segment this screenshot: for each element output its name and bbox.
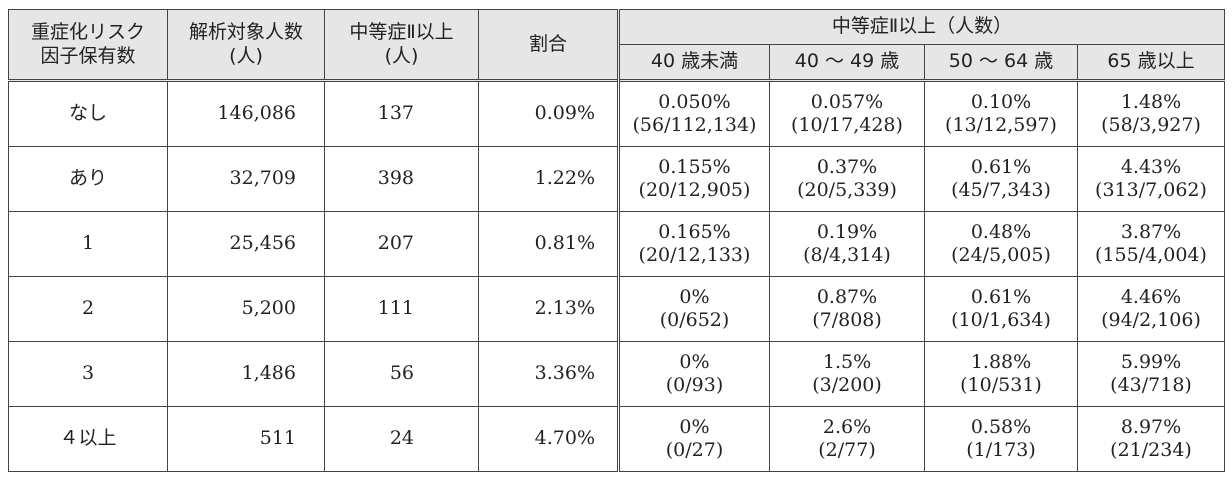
risk-count-cell: 2 (8, 276, 168, 342)
age-cell: 4.46% (94/2,106) (1077, 276, 1225, 342)
age-cell: 0.057% (10/17,428) (769, 79, 925, 147)
age-cell: 4.43% (313/7,062) (1077, 146, 1225, 212)
subjects-cell: 1,486 (167, 341, 325, 407)
age-cell: 5.99% (43/718) (1077, 341, 1225, 407)
header-age-40-49: 40 ～ 49 歳 (769, 44, 925, 81)
table-row: 1 25,456 207 0.81% 0.165% (20/12,133) 0.1… (8, 211, 1225, 277)
header-age-under-40: 40 歳未満 (617, 44, 770, 81)
header-age-50-64: 50 ～ 64 歳 (924, 44, 1078, 81)
age-cell: 1.48% (58/3,927) (1077, 79, 1225, 147)
age-cell: 1.88% (10/531) (924, 341, 1078, 407)
header-risk-factors: 重症化リスク 因子保有数 (8, 9, 168, 81)
age-cell: 0.19% (8/4,314) (769, 211, 925, 277)
age-cell: 0.050% (56/112,134) (617, 79, 770, 147)
risk-count-cell: 3 (8, 341, 168, 407)
subjects-cell: 25,456 (167, 211, 325, 277)
ratio-cell: 1.22% (478, 146, 620, 212)
header-age-group-title: 中等症Ⅱ以上（人数） (617, 9, 1225, 45)
moderate-cell: 207 (324, 211, 479, 277)
risk-count-cell: ４以上 (8, 406, 168, 472)
age-cell: 0% (0/93) (617, 341, 770, 407)
ratio-cell: 2.13% (478, 276, 620, 342)
risk-count-cell: あり (8, 146, 168, 212)
age-cell: 3.87% (155/4,004) (1077, 211, 1225, 277)
age-cell: 2.6% (2/77) (769, 406, 925, 472)
risk-count-cell: なし (8, 79, 168, 147)
table-row: ４以上 511 24 4.70% 0% (0/27) 2.6% (2/77) 0.5… (8, 406, 1225, 472)
header-age-65-plus: 65 歳以上 (1077, 44, 1225, 81)
age-cell: 0.37% (20/5,339) (769, 146, 925, 212)
age-cell: 0.165% (20/12,133) (617, 211, 770, 277)
moderate-cell: 56 (324, 341, 479, 407)
ratio-cell: 0.81% (478, 211, 620, 277)
ratio-cell: 0.09% (478, 79, 620, 147)
moderate-cell: 24 (324, 406, 479, 472)
age-cell: 0.58% (1/173) (924, 406, 1078, 472)
age-cell: 0.61% (45/7,343) (924, 146, 1078, 212)
table-row: 3 1,486 56 3.36% 0% (0/93) 1.5% (3/200) 1.… (8, 341, 1225, 407)
risk-factor-table: 重症化リスク 因子保有数 解析対象人数 (人) 中等症Ⅱ以上 (人) 割合 中等… (8, 9, 1225, 472)
ratio-cell: 3.36% (478, 341, 620, 407)
moderate-cell: 137 (324, 79, 479, 147)
age-cell: 0.87% (7/808) (769, 276, 925, 342)
age-cell: 0.155% (20/12,905) (617, 146, 770, 212)
header-subjects: 解析対象人数 (人) (167, 9, 325, 81)
table-row: あり 32,709 398 1.22% 0.155% (20/12,905) 0.… (8, 146, 1225, 212)
moderate-cell: 111 (324, 276, 479, 342)
age-cell: 0.61% (10/1,634) (924, 276, 1078, 342)
age-cell: 0% (0/652) (617, 276, 770, 342)
subjects-cell: 5,200 (167, 276, 325, 342)
age-cell: 0.48% (24/5,005) (924, 211, 1078, 277)
age-cell: 0.10% (13/12,597) (924, 79, 1078, 147)
table-row: なし 146,086 137 0.09% 0.050% (56/112,134) … (8, 79, 1225, 147)
ratio-cell: 4.70% (478, 406, 620, 472)
age-cell: 8.97% (21/234) (1077, 406, 1225, 472)
moderate-cell: 398 (324, 146, 479, 212)
risk-count-cell: 1 (8, 211, 168, 277)
age-cell: 1.5% (3/200) (769, 341, 925, 407)
age-cell: 0% (0/27) (617, 406, 770, 472)
subjects-cell: 146,086 (167, 79, 325, 147)
header-ratio: 割合 (478, 9, 620, 81)
table-row: 2 5,200 111 2.13% 0% (0/652) 0.87% (7/808)… (8, 276, 1225, 342)
subjects-cell: 511 (167, 406, 325, 472)
header-moderate-count: 中等症Ⅱ以上 (人) (324, 9, 479, 81)
subjects-cell: 32,709 (167, 146, 325, 212)
